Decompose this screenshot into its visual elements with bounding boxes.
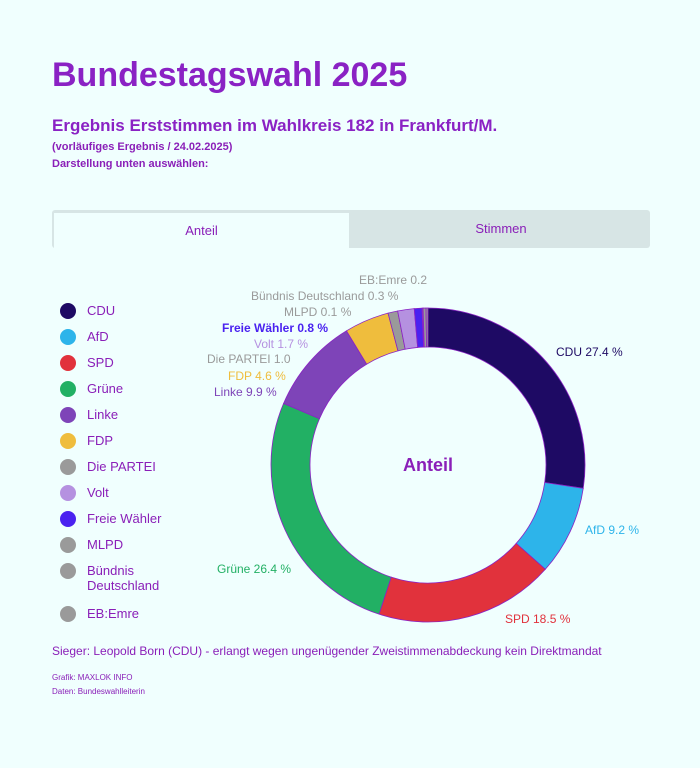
legend-item[interactable]: EB:Emre: [60, 606, 161, 632]
legend-label: Linke: [87, 407, 119, 422]
legend-swatch-icon: [60, 563, 76, 579]
legend-item[interactable]: Volt: [60, 485, 161, 511]
legend-label: Bündnis Deutschland: [87, 563, 160, 593]
page-title: Bundestagswahl 2025: [52, 56, 408, 94]
legend-swatch-icon: [60, 355, 76, 371]
legend-label: Grüne: [87, 381, 124, 396]
legend-swatch-icon: [60, 606, 76, 622]
legend-swatch-icon: [60, 537, 76, 553]
credit: Grafik: MAXLOK INFO: [52, 673, 133, 682]
tab-anteil[interactable]: Anteil: [54, 213, 349, 248]
legend-swatch-icon: [60, 381, 76, 397]
tab-stimmen[interactable]: Stimmen: [475, 221, 527, 236]
legend-item[interactable]: SPD: [60, 355, 161, 381]
data-label: FDP 4.6 %: [228, 369, 286, 383]
legend-item[interactable]: Linke: [60, 407, 161, 433]
legend-item[interactable]: Bündnis Deutschland: [60, 563, 161, 606]
legend-label: EB:Emre: [87, 606, 140, 621]
data-label: Grüne 26.4 %: [217, 562, 292, 576]
legend-swatch-icon: [60, 433, 76, 449]
data-label: Die PARTEI 1.0: [207, 352, 291, 366]
legend-label: Freie Wähler: [87, 511, 162, 526]
legend-label: AfD: [87, 329, 109, 344]
data-label: CDU 27.4 %: [556, 345, 623, 359]
winner-note: Sieger: Leopold Born (CDU) - erlangt weg…: [52, 644, 602, 658]
subtitle: Ergebnis Erststimmen im Wahlkreis 182 in…: [52, 116, 498, 135]
legend-item[interactable]: MLPD: [60, 537, 161, 563]
legend-label: FDP: [87, 433, 113, 448]
data-label: AfD 9.2 %: [585, 523, 640, 537]
instruction: Darstellung unten auswählen:: [52, 158, 209, 170]
data-label: Freie Wähler 0.8 %: [222, 321, 329, 335]
legend-label: MLPD: [87, 537, 124, 552]
legend-swatch-icon: [60, 459, 76, 475]
note: (vorläufiges Ergebnis / 24.02.2025): [52, 141, 233, 153]
data-label: Bündnis Deutschland 0.3 %: [251, 289, 399, 303]
data-label: Volt 1.7 %: [254, 337, 309, 351]
slice-spd[interactable]: [378, 542, 546, 623]
legend: CDU AfD SPD Grüne Linke FDP Die PARTEI Volt Frei…: [60, 303, 161, 632]
legend-swatch-icon: [60, 329, 76, 345]
slice-gr-ne[interactable]: [270, 402, 392, 615]
data-label: Linke 9.9 %: [214, 385, 277, 399]
data-label: EB:Emre 0.2: [359, 273, 428, 287]
legend-item[interactable]: AfD: [60, 329, 161, 355]
center-label: Anteil: [402, 455, 453, 475]
source: Daten: Bundeswahlleiterin: [52, 687, 145, 696]
legend-item[interactable]: Grüne: [60, 381, 161, 407]
legend-swatch-icon: [60, 303, 76, 319]
legend-label: Volt: [87, 485, 109, 500]
legend-swatch-icon: [60, 485, 76, 501]
data-label: MLPD 0.1 %: [284, 305, 352, 319]
legend-swatch-icon: [60, 407, 76, 423]
legend-item[interactable]: CDU: [60, 303, 161, 329]
legend-item[interactable]: Freie Wähler: [60, 511, 161, 537]
legend-swatch-icon: [60, 511, 76, 527]
legend-label: SPD: [87, 355, 114, 370]
legend-item[interactable]: Die PARTEI: [60, 459, 161, 485]
slice-eb-emre[interactable]: [425, 307, 429, 348]
legend-label: Die PARTEI: [87, 459, 156, 474]
legend-item[interactable]: FDP: [60, 433, 161, 459]
data-label: SPD 18.5 %: [505, 612, 571, 626]
tab-bar: Anteil Stimmen: [52, 210, 650, 248]
legend-label: CDU: [87, 303, 116, 318]
